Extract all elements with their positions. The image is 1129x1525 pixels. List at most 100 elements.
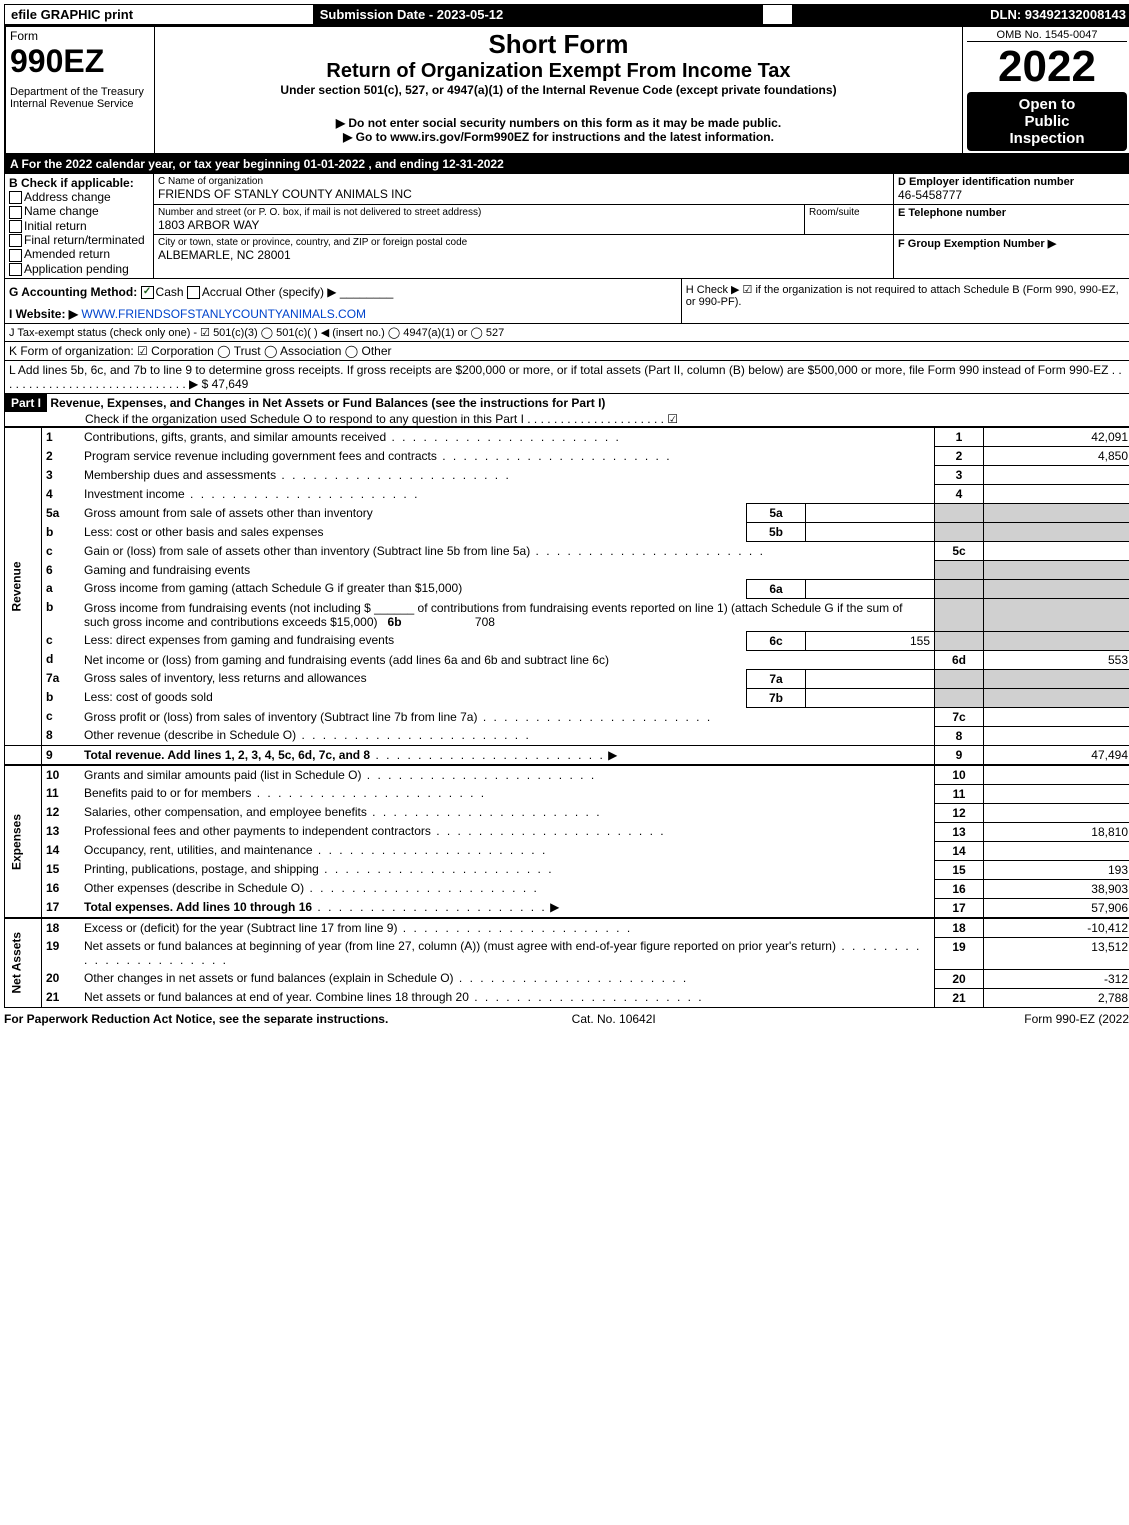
line-18: Excess or (deficit) for the year (Subtra… — [80, 918, 935, 938]
form-header: Form 990EZ Department of the Treasury In… — [4, 25, 1129, 155]
d-label: D Employer identification number — [898, 176, 1128, 188]
line-15: Printing, publications, postage, and shi… — [80, 860, 935, 879]
line-11: Benefits paid to or for members — [80, 784, 935, 803]
line-3: Membership dues and assessments — [80, 466, 935, 485]
line-6c: Less: direct expenses from gaming and fu… — [80, 631, 747, 650]
line-1: Contributions, gifts, grants, and simila… — [80, 428, 935, 447]
line-a: A For the 2022 calendar year, or tax yea… — [4, 155, 1129, 173]
footer-right: Form 990-EZ (2022) — [1024, 1012, 1129, 1026]
website-link[interactable]: WWW.FRIENDSOFSTANLYCOUNTYANIMALS.COM — [81, 307, 366, 321]
k-line: K Form of organization: ☑ Corporation ◯ … — [5, 342, 1129, 361]
revenue-label: Revenue — [5, 428, 42, 746]
tax-year: 2022 — [967, 42, 1127, 92]
line-7a: Gross sales of inventory, less returns a… — [80, 669, 747, 688]
line-16: Other expenses (describe in Schedule O) — [80, 879, 935, 898]
line-7b: Less: cost of goods sold — [80, 688, 747, 707]
org-info-table: B Check if applicable: Address change Na… — [4, 173, 1129, 279]
val-9: 47,494 — [984, 745, 1129, 765]
line-10: Grants and similar amounts paid (list in… — [80, 765, 935, 785]
footer-mid: Cat. No. 10642I — [572, 1012, 656, 1026]
city: ALBEMARLE, NC 28001 — [158, 248, 889, 262]
part1-label: Part I — [5, 394, 47, 412]
part1-check: Check if the organization used Schedule … — [5, 412, 1129, 426]
line-19: Net assets or fund balances at beginning… — [80, 937, 935, 969]
val-13: 18,810 — [984, 822, 1129, 841]
val-16: 38,903 — [984, 879, 1129, 898]
val-6c: 155 — [806, 631, 935, 650]
city-label: City or town, state or province, country… — [158, 237, 889, 248]
street: 1803 ARBOR WAY — [158, 218, 800, 232]
submission-date: Submission Date - 2023-05-12 — [313, 5, 762, 25]
dept: Department of the Treasury — [10, 86, 150, 98]
line-17: Total expenses. Add lines 10 through 16 … — [80, 898, 935, 918]
line-20: Other changes in net assets or fund bala… — [80, 969, 935, 988]
check-pending[interactable]: Application pending — [9, 262, 149, 276]
line-12: Salaries, other compensation, and employ… — [80, 803, 935, 822]
efile-label: efile GRAPHIC print — [5, 5, 314, 25]
val-6d: 553 — [984, 650, 1129, 669]
main-title: Return of Organization Exempt From Incom… — [159, 60, 958, 83]
form-word: Form — [10, 29, 150, 43]
line-13: Professional fees and other payments to … — [80, 822, 935, 841]
h-block: H Check ▶ ☑ if the organization is not r… — [681, 279, 1129, 324]
line-6a: Gross income from gaming (attach Schedul… — [80, 579, 747, 598]
line-14: Occupancy, rent, utilities, and maintena… — [80, 841, 935, 860]
expenses-label: Expenses — [5, 765, 42, 918]
g-cash[interactable]: ✓Cash — [141, 285, 184, 299]
c-name-label: C Name of organization — [158, 176, 889, 187]
f-label: F Group Exemption Number ▶ — [898, 237, 1128, 250]
check-name[interactable]: Name change — [9, 204, 149, 218]
line-4: Investment income — [80, 485, 935, 504]
val-15: 193 — [984, 860, 1129, 879]
check-final[interactable]: Final return/terminated — [9, 233, 149, 247]
i-label: I Website: ▶ — [9, 307, 78, 321]
ein: 46-5458777 — [898, 188, 1128, 202]
room-label: Room/suite — [805, 205, 894, 235]
dln: DLN: 93492132008143 — [792, 5, 1129, 25]
ssn-warning: ▶ Do not enter social security numbers o… — [159, 116, 958, 130]
line-5c: Gain or (loss) from sale of assets other… — [80, 542, 935, 561]
line-6: Gaming and fundraising events — [80, 561, 935, 580]
val-2: 4,850 — [984, 447, 1129, 466]
g-other[interactable]: Other (specify) ▶ ________ — [245, 285, 393, 299]
line-5a: Gross amount from sale of assets other t… — [80, 504, 747, 523]
b-label: B Check if applicable: — [9, 176, 149, 190]
g-accrual[interactable]: Accrual — [187, 285, 242, 299]
line-2: Program service revenue including govern… — [80, 447, 935, 466]
line-6b: Gross income from fundraising events (no… — [80, 598, 935, 631]
line-8: Other revenue (describe in Schedule O) — [80, 726, 935, 745]
e-label: E Telephone number — [898, 207, 1128, 219]
ghijkl-block: G Accounting Method: ✓Cash Accrual Other… — [4, 279, 1129, 394]
footer: For Paperwork Reduction Act Notice, see … — [4, 1008, 1129, 1026]
val-17: 57,906 — [984, 898, 1129, 918]
g-label: G Accounting Method: — [9, 285, 137, 299]
subtitle: Under section 501(c), 527, or 4947(a)(1)… — [159, 83, 958, 97]
check-initial[interactable]: Initial return — [9, 219, 149, 233]
short-form-title: Short Form — [159, 29, 958, 60]
l-line: L Add lines 5b, 6c, and 7b to line 9 to … — [5, 361, 1129, 394]
val-1: 42,091 — [984, 428, 1129, 447]
irs: Internal Revenue Service — [10, 98, 150, 110]
line-5b: Less: cost or other basis and sales expe… — [80, 523, 747, 542]
part1-table: Revenue 1Contributions, gifts, grants, a… — [4, 427, 1129, 1008]
check-amended[interactable]: Amended return — [9, 247, 149, 261]
val-21: 2,788 — [984, 988, 1129, 1007]
val-18: -10,412 — [984, 918, 1129, 938]
open-to-public: Open to Public Inspection — [967, 92, 1127, 151]
footer-left: For Paperwork Reduction Act Notice, see … — [4, 1012, 388, 1026]
line-7c: Gross profit or (loss) from sales of inv… — [80, 707, 935, 726]
form-number: 990EZ — [10, 43, 150, 80]
goto-link[interactable]: ▶ Go to www.irs.gov/Form990EZ for instru… — [159, 130, 958, 144]
line-6d: Net income or (loss) from gaming and fun… — [80, 650, 935, 669]
org-name: FRIENDS OF STANLY COUNTY ANIMALS INC — [158, 187, 889, 201]
top-bar: efile GRAPHIC print Submission Date - 20… — [4, 4, 1129, 25]
val-19: 13,512 — [984, 937, 1129, 969]
omb: OMB No. 1545-0047 — [967, 29, 1127, 42]
check-address[interactable]: Address change — [9, 190, 149, 204]
line-21: Net assets or fund balances at end of ye… — [80, 988, 935, 1007]
val-20: -312 — [984, 969, 1129, 988]
netassets-label: Net Assets — [5, 918, 42, 1008]
addr-label: Number and street (or P. O. box, if mail… — [158, 207, 800, 218]
part1-heading: Revenue, Expenses, and Changes in Net As… — [50, 396, 605, 410]
j-line: J Tax-exempt status (check only one) - ☑… — [5, 324, 1129, 342]
